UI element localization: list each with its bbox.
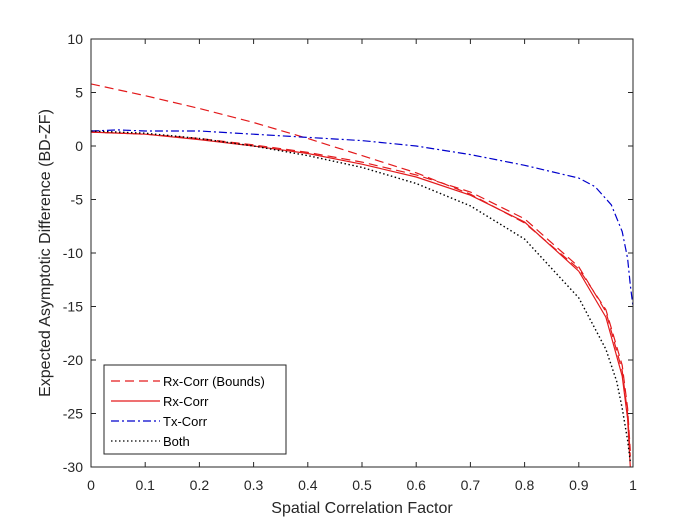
x-tick-label: 0.3 [244,477,264,493]
legend-box [103,364,287,455]
series-line-both-4 [90,130,631,462]
x-tick-label: 0.5 [352,477,372,493]
y-tick-label: -5 [71,192,84,208]
legend-label: Both [163,434,190,449]
x-axis-label: Spatial Correlation Factor [271,500,453,517]
x-tick-label: 0.2 [190,477,210,493]
legend-label: Rx-Corr (Bounds) [163,374,265,389]
y-tick-label: -15 [63,299,83,315]
series-layer [90,83,634,468]
x-tick-label: 0.4 [298,477,318,493]
y-tick-label: 10 [67,31,83,47]
x-tick-label: 0.6 [406,477,426,493]
series-line-rx-corr-2 [90,131,631,468]
y-ticks: 10 5 0 -5 -10 -15 -20 -25 -30 [63,31,633,475]
x-tick-label: 0.1 [135,477,155,493]
x-tick-label: 0 [87,477,95,493]
x-tick-label: 0.9 [569,477,589,493]
series-line-tx-corr-3 [90,129,634,307]
y-tick-label: 5 [75,85,83,101]
x-ticks: 0 0.1 0.2 0.3 0.4 0.5 0.6 0.7 0.8 0.9 1 [87,39,637,493]
x-tick-label: 0.8 [515,477,535,493]
x-tick-label: 0.7 [461,477,481,493]
y-axis-label: Expected Asymptotic Difference (BD-ZF) [37,109,54,397]
y-tick-label: -20 [63,352,83,368]
y-tick-label: -30 [63,459,83,475]
series-line-rx-corr-bounds-1 [90,131,631,457]
legend: Rx-Corr (Bounds) Rx-Corr Tx-Corr Both [103,364,287,455]
y-tick-label: -10 [63,245,83,261]
legend-label: Tx-Corr [163,414,208,429]
legend-label: Rx-Corr [163,394,209,409]
y-tick-label: -25 [63,406,83,422]
x-tick-label: 1 [629,477,637,493]
y-tick-label: 0 [75,138,83,154]
